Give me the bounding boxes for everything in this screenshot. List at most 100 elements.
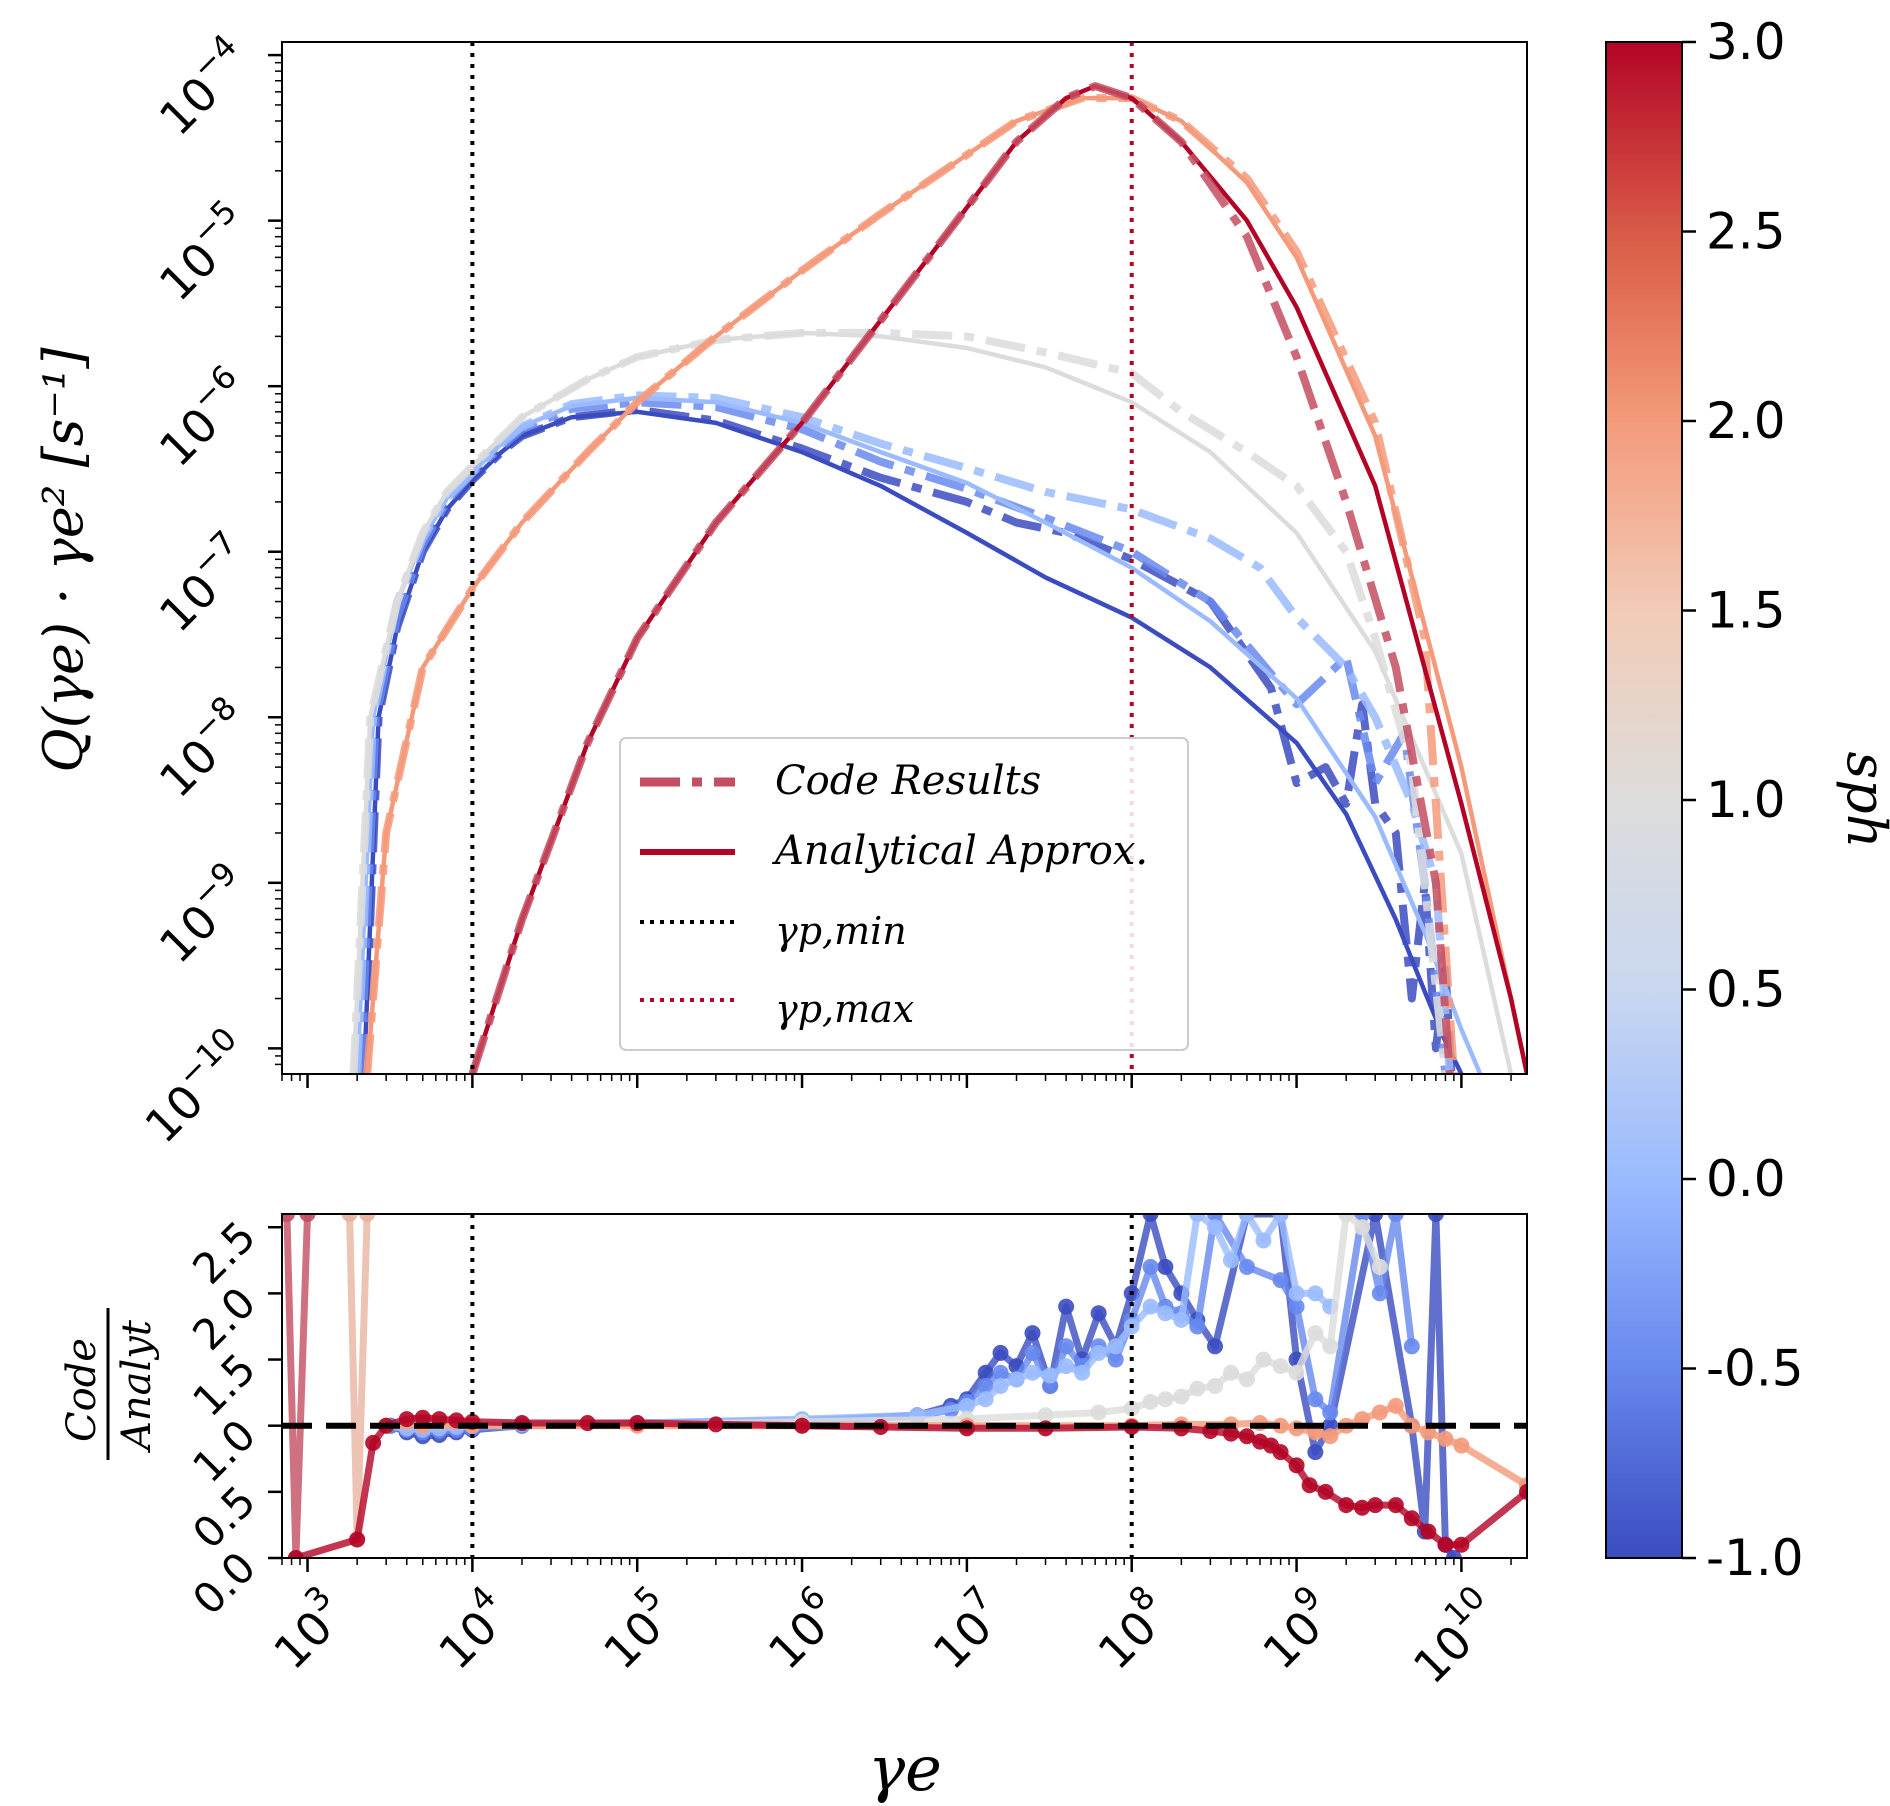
ratio-x-tick-label: 1010 [1403,1578,1492,1694]
series-line-s2-code [363,94,1458,1074]
colorbar-tick-label: 2.5 [1706,203,1786,261]
main-x-ticks [281,1074,1512,1088]
ratio-point [1008,1371,1025,1388]
main-y-tick-text: 10−5 [142,192,261,311]
ratio-point [1288,1457,1305,1474]
ratio-point [341,1214,358,1222]
colorbar-tick-label: -0.5 [1706,1340,1804,1398]
ratio-point [1123,1400,1140,1417]
ratio-y-tick-label: 0.5 [183,1476,265,1558]
main-y-tick-label: 10−10 [134,1020,244,1154]
ratio-point [287,1550,304,1558]
ratio-y-axis: 0.00.51.01.52.02.5 [183,1212,282,1624]
ratio-point [1222,1364,1239,1381]
ratio-y-tick-label: 2.5 [183,1212,265,1294]
ratio-x-tick-text: 109 [1245,1578,1347,1680]
ratio-point [1272,1272,1289,1289]
main-y-tick-label: 10−6 [149,357,244,476]
legend-label-gamma-min: γp,min [775,909,907,953]
ratio-point [1301,1477,1318,1494]
ratio-point [1403,1510,1420,1527]
ratio-point [1090,1305,1107,1322]
ratio-x-tick-text: 108 [1080,1578,1182,1680]
main-y-tick-label: 10−5 [142,192,261,311]
ratio-point [707,1416,724,1433]
ratio-point [1173,1311,1190,1328]
ratio-point [1024,1364,1041,1381]
main-y-axis: 10−10 10−9 10−8 10−7 10−6 10−5 10−4 [134,26,282,1154]
ratio-point [1189,1318,1206,1335]
ratio-point [1322,1338,1339,1355]
main-y-tick-label: 10−8 [142,689,261,808]
ratio-point [1142,1214,1159,1222]
ratio-point [1090,1344,1107,1361]
ratio-point [1387,1397,1404,1414]
ratio-point [359,1214,376,1222]
ratio-y-tick-label: 1.5 [183,1344,265,1426]
ratio-point [1107,1338,1124,1355]
ratio-point [1238,1214,1255,1222]
ratio-point [1272,1444,1289,1461]
series-line-s0-analytical [354,395,1483,1074]
ratio-point [1189,1380,1206,1397]
ratio-point [1322,1404,1339,1421]
ratio-y-label-denominator: Analyt [114,1319,160,1454]
ratio-point [1238,1258,1255,1275]
ratio-point [1387,1497,1404,1514]
ratio-x-tick-text: 103 [256,1578,358,1680]
ratio-x-tick-label: 107 [915,1578,1017,1680]
main-y-tick-label: 10−7 [149,523,244,642]
ratio-point [1307,1391,1324,1408]
colorbar-tick-label: 0.5 [1706,961,1786,1019]
ratio-reference-lines [282,1214,1527,1558]
ratio-point [1024,1325,1041,1342]
ratio-point [1403,1338,1420,1355]
ratio-line-s3-7 [294,1414,1527,1558]
ratio-y-tick-label: 2.0 [183,1278,265,1360]
ratio-point [414,1409,431,1426]
x-axis-label: γe [868,1732,942,1805]
colorbar-tick-label: 0.0 [1706,1150,1786,1208]
colorbar-ticks: 3.0 2.5 2.0 1.5 1.0 0.5 0.0 -0.5 -1.0 [1682,13,1804,1587]
ratio-x-tick-text: 104 [420,1578,522,1680]
ratio-point [977,1364,994,1381]
ratio-point [977,1378,994,1394]
colorbar-tick-label: 2.0 [1706,392,1786,450]
ratio-point [1037,1407,1054,1424]
ratio-point [1058,1298,1075,1315]
series-line-s3-code [468,82,1454,1074]
ratio-series-group [282,1214,1527,1558]
ratio-point [1437,1536,1454,1553]
ratio-x-tick-text: 107 [915,1578,1017,1680]
ratio-x-tick-label: 106 [758,1578,838,1680]
ratio-point [1371,1404,1388,1421]
ratio-point [992,1378,1009,1394]
colorbar-gradient [1605,41,1683,1559]
ratio-point [1222,1425,1239,1442]
legend-label-analytical: Analytical Approx. [771,828,1148,874]
series-line-s1-code [349,328,1450,1074]
ratio-point [1142,1393,1159,1410]
ratio-point [977,1391,994,1408]
main-y-tick-text: 10−8 [142,689,261,808]
ratio-point [1238,1428,1255,1445]
ratio-y-label-numerator: Code [59,1338,105,1442]
ratio-point [1307,1325,1324,1342]
main-series-group [349,82,1527,1074]
ratio-point [1288,1298,1305,1315]
ratio-point [794,1417,811,1434]
ratio-point [1189,1214,1206,1222]
ratio-plot-frame [281,1213,1528,1559]
ratio-point [1058,1358,1075,1375]
ratio-point [1288,1285,1305,1302]
ratio-point [992,1344,1009,1361]
main-y-tick-label: 10−9 [149,854,244,973]
main-y-tick-label: 10−4 [149,26,244,145]
legend-label-code: Code Results [775,758,1041,804]
ratio-x-tick-label: 105 [593,1578,673,1680]
ratio-point [1445,1550,1462,1558]
main-y-axis-label: Q(γe) · γe² [s⁻¹] [32,346,95,772]
ratio-point [992,1364,1009,1381]
ratio-point [1427,1214,1444,1222]
ratio-point [1042,1367,1059,1384]
